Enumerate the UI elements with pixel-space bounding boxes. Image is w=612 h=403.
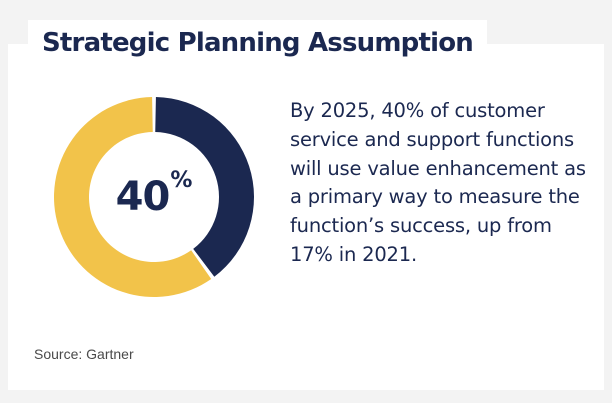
- donut-slice-0: [155, 97, 255, 277]
- page-title: Strategic Planning Assumption: [42, 28, 474, 58]
- source-note: Source: Gartner: [34, 346, 134, 362]
- title-bar: Strategic Planning Assumption: [28, 20, 487, 66]
- assumption-statement: By 2025, 40% of customer service and sup…: [290, 99, 586, 266]
- donut-chart: [53, 97, 255, 297]
- donut-slice-1: [53, 97, 212, 297]
- infographic-card: [8, 44, 604, 390]
